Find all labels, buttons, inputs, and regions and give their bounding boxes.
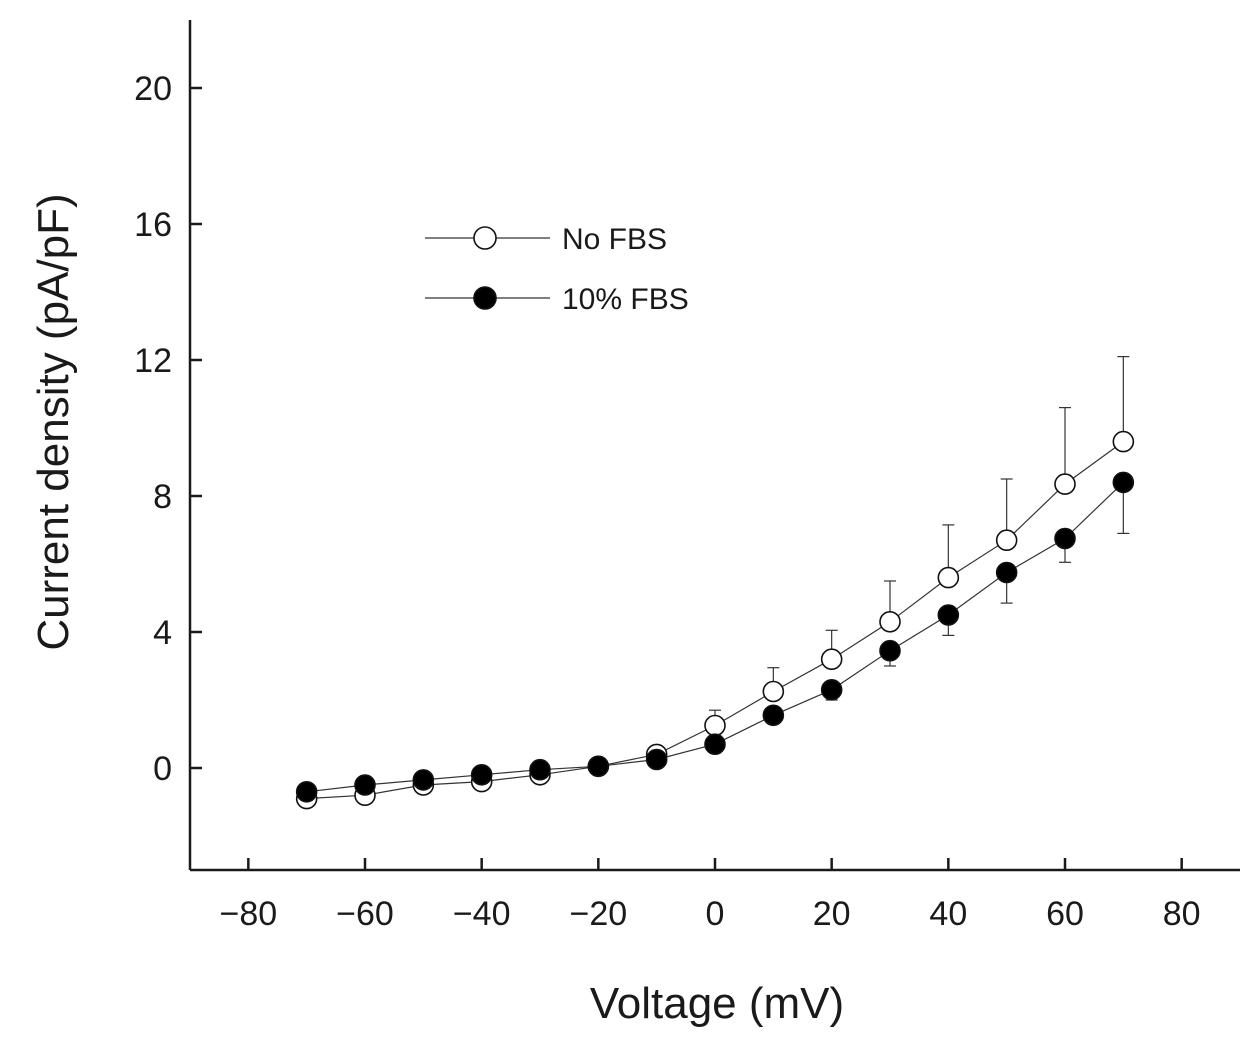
data-point	[412, 769, 435, 791]
x-tick-label: 60	[1046, 895, 1084, 933]
data-point	[354, 774, 376, 796]
x-tick-label: −80	[219, 895, 277, 933]
x-tick-label: −60	[336, 895, 394, 933]
x-tick-label: −20	[569, 895, 627, 933]
legend: No FBS 10% FBS	[425, 223, 689, 316]
data-point	[1112, 430, 1135, 453]
y-tick-label: 0	[153, 750, 172, 788]
x-tick-label: 40	[929, 895, 967, 933]
data-point	[879, 610, 901, 633]
data-point	[1112, 471, 1135, 494]
x-axis-title: Voltage (mV)	[590, 979, 844, 1028]
data-point	[762, 704, 785, 727]
legend-marker	[473, 226, 497, 250]
data-point	[704, 733, 726, 756]
x-ticks: −80 −60 −40 −20 0 20 40 60 80	[219, 858, 1201, 933]
data-point	[762, 680, 785, 703]
y-ticks: 0 4 8 12 16 20	[134, 70, 202, 788]
legend-marker	[473, 286, 497, 310]
x-tick-label: 20	[813, 895, 851, 933]
y-tick-label: 8	[153, 478, 172, 516]
y-tick-label: 16	[134, 206, 172, 244]
y-tick-label: 4	[153, 614, 172, 652]
x-tick-label: −40	[453, 895, 511, 933]
y-tick-label: 20	[134, 70, 172, 108]
series	[295, 356, 1135, 810]
data-point	[995, 561, 1018, 584]
data-point	[995, 529, 1018, 552]
data-point	[879, 639, 901, 662]
series-1	[295, 471, 1135, 803]
y-tick-label: 12	[134, 342, 172, 380]
legend-item: No FBS	[425, 223, 667, 256]
data-point	[645, 748, 668, 771]
data-point	[470, 763, 493, 786]
data-point	[820, 678, 843, 701]
data-point	[937, 566, 960, 589]
data-point	[937, 604, 960, 626]
data-point	[1054, 473, 1076, 495]
data-point	[295, 780, 318, 803]
legend-label: No FBS	[562, 223, 667, 256]
data-point	[704, 714, 726, 737]
legend-item: 10% FBS	[425, 283, 689, 316]
y-axis-title: Current density (pA/pF)	[29, 193, 78, 650]
data-point	[529, 758, 551, 781]
x-tick-label: 80	[1163, 895, 1201, 933]
data-point	[820, 648, 843, 671]
data-point	[1054, 527, 1076, 550]
legend-label: 10% FBS	[562, 283, 689, 316]
data-point	[587, 755, 610, 778]
x-tick-label: 0	[706, 895, 725, 933]
